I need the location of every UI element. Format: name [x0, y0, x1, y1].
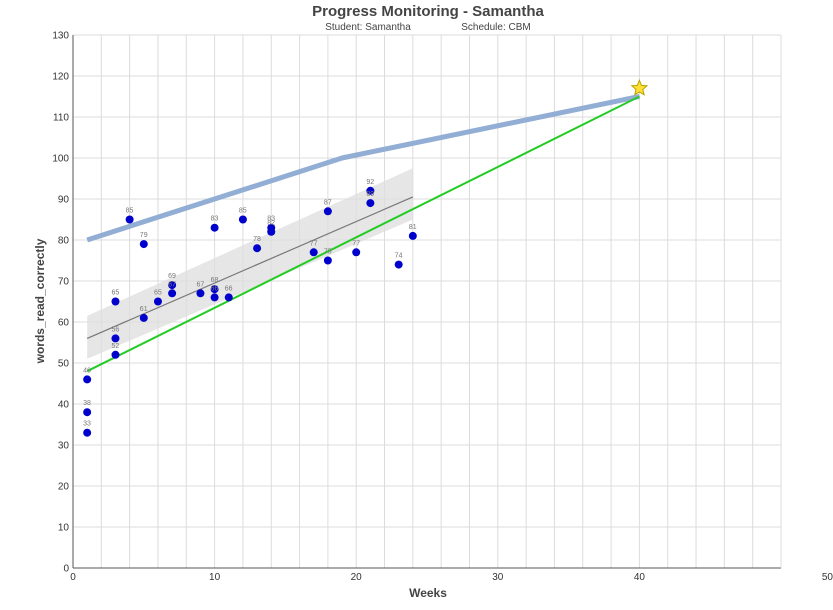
data-point	[210, 285, 219, 294]
data-label: 75	[324, 249, 332, 256]
data-label: 38	[83, 400, 91, 407]
data-point	[83, 428, 92, 437]
y-tick-label: 100	[52, 154, 69, 165]
data-label: 65	[111, 290, 119, 297]
data-point	[366, 199, 375, 208]
data-label: 61	[140, 306, 148, 313]
y-tick-label: 80	[58, 236, 70, 247]
x-tick-label: 20	[351, 572, 363, 583]
data-point	[139, 240, 148, 249]
data-point	[83, 375, 92, 384]
data-label: 85	[126, 208, 134, 215]
x-tick-label: 50	[822, 572, 833, 583]
x-tick-label: 30	[492, 572, 504, 583]
data-label: 78	[253, 236, 261, 243]
data-label: 74	[395, 253, 403, 260]
data-label: 83	[267, 216, 275, 223]
y-tick-label: 30	[58, 441, 70, 452]
data-label: 77	[310, 240, 318, 247]
data-point	[196, 289, 205, 298]
trend-confidence-band	[87, 168, 413, 359]
data-label: 92	[366, 179, 374, 186]
confidence-band	[87, 168, 413, 359]
data-point	[168, 289, 177, 298]
data-point	[253, 244, 262, 253]
aimline	[86, 95, 640, 373]
chart-title: Progress Monitoring - Samantha	[312, 3, 544, 20]
data-point	[323, 256, 332, 265]
data-point	[366, 186, 375, 195]
tick-labels: 0 10 20 30 40 50 60 70 80 90 100 110 120 130 0 10 20 30 40…	[52, 31, 833, 584]
data-point	[394, 260, 403, 269]
y-tick-label: 130	[52, 31, 69, 42]
data-point	[224, 293, 233, 302]
y-axis-title: words_read_correctly	[33, 238, 47, 364]
data-label: 89	[366, 191, 374, 198]
data-label: 52	[111, 343, 119, 350]
data-point	[111, 334, 120, 343]
data-label: 85	[239, 208, 247, 215]
data-point	[267, 223, 276, 232]
trend-line	[86, 196, 414, 339]
subtitle-student: Student: Samantha	[325, 22, 411, 33]
data-label: 67	[168, 281, 176, 288]
x-tick-label: 40	[634, 572, 646, 583]
data-point	[323, 207, 332, 216]
y-tick-label: 10	[58, 523, 70, 534]
y-tick-label: 60	[58, 318, 70, 329]
y-tick-label: 50	[58, 359, 70, 370]
data-label: 69	[168, 273, 176, 280]
data-point	[111, 297, 120, 306]
data-label: 66	[211, 285, 219, 292]
data-label: 87	[324, 199, 332, 206]
data-label: 33	[83, 421, 91, 428]
data-label: 77	[352, 240, 360, 247]
subtitle-schedule: Schedule: CBM	[461, 22, 530, 33]
data-point	[168, 281, 177, 290]
y-tick-label: 0	[63, 564, 69, 575]
data-point	[408, 231, 417, 240]
goal-star-icon	[630, 78, 649, 96]
data-point	[83, 408, 92, 417]
data-label: 68	[211, 277, 219, 284]
data-label: 83	[211, 216, 219, 223]
data-label: 56	[111, 326, 119, 333]
y-tick-label: 70	[58, 277, 70, 288]
data-point	[309, 248, 318, 257]
data-point	[210, 293, 219, 302]
grid	[72, 34, 782, 569]
data-label: 67	[196, 281, 204, 288]
data-point	[210, 223, 219, 232]
y-tick-label: 120	[52, 72, 69, 83]
y-tick-label: 20	[58, 482, 70, 493]
data-point	[111, 350, 120, 359]
x-tick-label: 10	[209, 572, 221, 583]
data-point	[238, 215, 247, 224]
data-label: 65	[154, 290, 162, 297]
x-axis-title: Weeks	[409, 586, 447, 600]
x-tick-label: 0	[70, 572, 76, 583]
data-labels: 3338465256658561796567696766688366857882…	[83, 179, 417, 428]
data-point	[352, 248, 361, 257]
data-label: 46	[83, 367, 91, 374]
data-points	[83, 186, 417, 437]
data-label: 79	[140, 232, 148, 239]
y-tick-label: 90	[58, 195, 70, 206]
data-point	[153, 297, 162, 306]
data-label: 66	[225, 285, 233, 292]
axes	[72, 35, 782, 569]
data-point	[139, 313, 148, 322]
data-label: 81	[409, 224, 417, 231]
y-tick-label: 110	[53, 113, 69, 124]
data-label: 82	[267, 220, 275, 227]
data-point	[125, 215, 134, 224]
benchmark-line	[86, 94, 640, 243]
y-tick-label: 40	[58, 400, 70, 411]
